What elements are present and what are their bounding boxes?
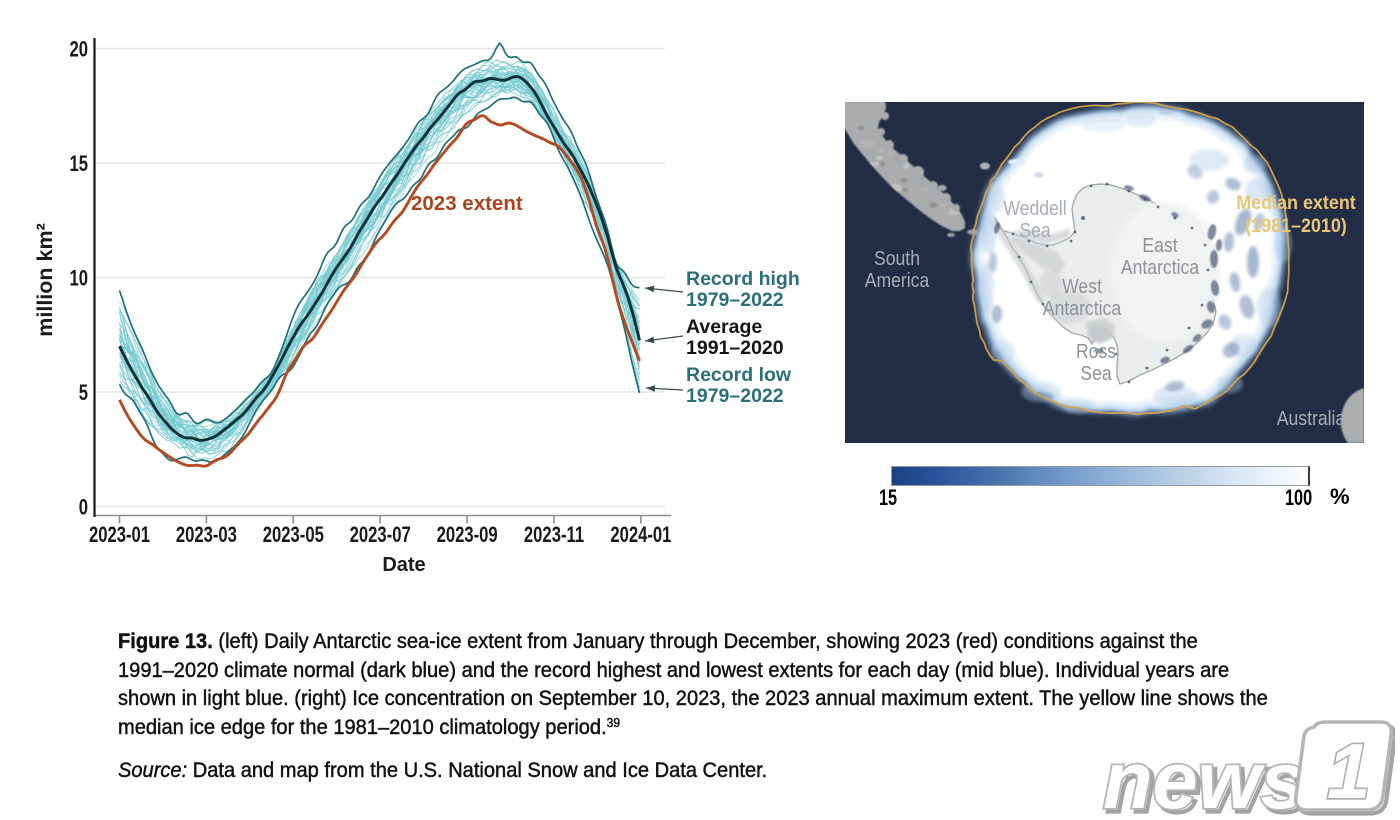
svg-text:Antarctica: Antarctica [1043,297,1122,319]
svg-text:2023-01: 2023-01 [89,523,150,548]
svg-text:2023-09: 2023-09 [437,523,498,548]
svg-text:2023-03: 2023-03 [176,523,237,548]
svg-text:South: South [874,247,920,269]
svg-text:Record high: Record high [686,268,800,290]
svg-text:2024-01: 2024-01 [610,523,671,548]
svg-text:Ross: Ross [1076,340,1116,362]
svg-text:East: East [1142,234,1178,256]
svg-text:America: America [865,269,930,291]
svg-text:1979–2022: 1979–2022 [686,385,784,407]
svg-text:Average: Average [686,316,762,338]
svg-text:West: West [1062,275,1102,297]
svg-text:news: news [1107,740,1310,818]
svg-text:Record low: Record low [686,364,792,386]
svg-text:1: 1 [1327,727,1370,815]
svg-text:Weddell: Weddell [1003,197,1066,219]
svg-text:Median extent: Median extent [1236,191,1356,213]
svg-text:2023-05: 2023-05 [263,523,324,548]
svg-text:Sea: Sea [1080,362,1112,384]
svg-text:Date: Date [382,554,425,576]
svg-text:news: news [1103,736,1306,817]
svg-text:1979–2022: 1979–2022 [686,289,784,311]
svg-text:2023-11: 2023-11 [524,523,584,548]
svg-text:20: 20 [69,37,88,62]
svg-text:1991–2020: 1991–2020 [686,337,784,359]
svg-text:2023-07: 2023-07 [350,523,411,548]
svg-text:million km²: million km² [33,223,57,336]
svg-text:(1981–2010): (1981–2010) [1245,214,1347,236]
svg-text:Antarctica: Antarctica [1121,256,1200,278]
svg-text:2023 extent: 2023 extent [411,192,523,215]
svg-text:Australia: Australia [1277,407,1346,429]
svg-text:10: 10 [69,266,88,291]
svg-text:0: 0 [79,495,88,520]
svg-text:5: 5 [79,380,88,405]
svg-text:Sea: Sea [1019,219,1051,241]
svg-text:15: 15 [69,151,88,176]
